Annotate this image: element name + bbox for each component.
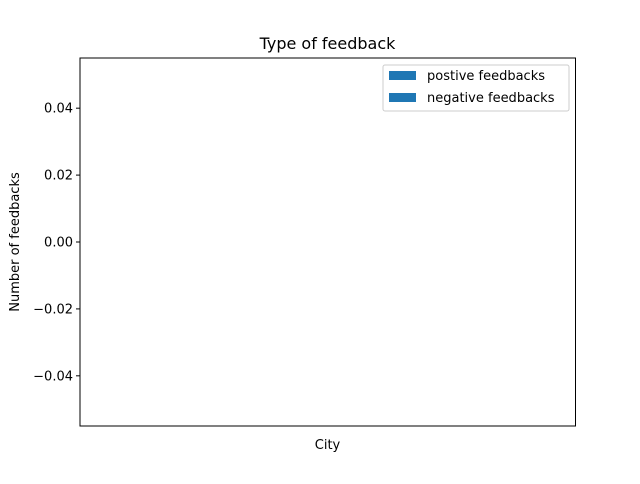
- legend-swatch: [389, 93, 416, 102]
- chart-title: Type of feedback: [259, 34, 397, 53]
- legend-items: postive feedbacks negative feedbacks: [389, 69, 555, 106]
- y-axis-label: Number of feedbacks: [8, 172, 23, 312]
- legend-frame: [382, 64, 570, 112]
- legend-swatch: [389, 71, 416, 80]
- legend-label: postive feedbacks: [427, 69, 545, 84]
- y-tick-label: 0.00: [44, 236, 73, 251]
- y-tick-label: −0.04: [33, 369, 73, 384]
- x-axis-label: City: [315, 438, 341, 453]
- y-tick-label: 0.04: [44, 102, 73, 117]
- legend: postive feedbacks negative feedbacks: [382, 64, 570, 112]
- y-tick-label: −0.02: [33, 302, 73, 317]
- y-axis: −0.04 −0.02 0.00 0.02 0.04: [33, 102, 80, 384]
- legend-label: negative feedbacks: [427, 91, 555, 106]
- plot-area: [79, 57, 576, 427]
- y-tick-label: 0.02: [44, 169, 73, 184]
